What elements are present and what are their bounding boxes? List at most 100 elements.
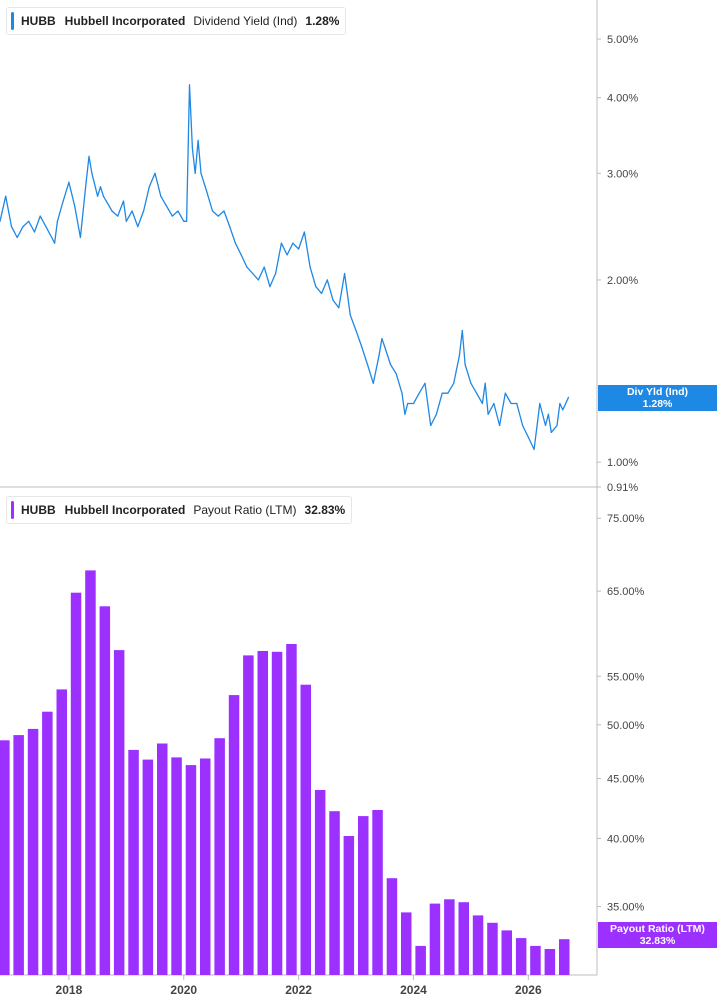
yield-data-point: [246, 266, 248, 268]
yield-data-point: [559, 402, 561, 405]
yield-data-point: [240, 254, 242, 256]
yield-data-point: [401, 392, 403, 394]
payout-bar: [429, 903, 441, 975]
yield-legend-swatch: [11, 12, 14, 30]
yield-data-point: [521, 424, 524, 427]
yield-data-point: [349, 314, 351, 316]
yield-data-point: [102, 195, 104, 197]
payout-bar: [343, 836, 355, 975]
yield-current-value-tag: Div Yld (Ind) 1.28%: [598, 385, 717, 411]
yield-data-point: [160, 195, 162, 197]
payout-axis-tick-label: 40.00%: [607, 834, 645, 846]
payout-bar: [42, 711, 53, 975]
yield-data-point: [547, 413, 550, 415]
yield-data-point: [137, 225, 139, 228]
payout-tag-value: 32.83%: [639, 935, 676, 947]
payout-legend-swatch: [11, 501, 14, 519]
yield-data-point: [424, 382, 426, 384]
yield-data-point: [10, 225, 13, 228]
yield-data-point: [97, 195, 99, 197]
yield-data-point: [131, 210, 133, 212]
yield-data-point: [303, 231, 305, 233]
yield-data-point: [223, 210, 225, 212]
x-axis: 2018 2020 2022 2024 2026: [56, 975, 542, 997]
yield-data-point: [16, 236, 18, 239]
payout-bar: [85, 570, 96, 975]
yield-data-point: [309, 266, 311, 268]
yield-data-point: [217, 215, 219, 217]
yield-data-point: [28, 220, 30, 222]
yield-data-point: [332, 299, 334, 302]
payout-bar: [257, 651, 268, 975]
yield-data-point: [550, 431, 552, 434]
payout-axis-tick-label: 75.00%: [607, 513, 645, 525]
yield-data-point: [280, 242, 282, 244]
payout-bar: [128, 749, 139, 975]
payout-axis-tick-label: 50.00%: [607, 720, 645, 732]
yield-data-point: [412, 402, 415, 405]
payout-bar: [329, 811, 340, 975]
payout-bar: [271, 651, 283, 975]
yield-data-point: [68, 181, 70, 183]
yield-data-point: [470, 382, 472, 384]
yield-data-point: [51, 236, 53, 239]
yield-tag-label: Div Yld (Ind): [626, 386, 689, 398]
yield-data-point: [62, 200, 64, 202]
payout-legend-metric: Payout Ratio (LTM): [193, 503, 297, 517]
yield-data-point: [441, 392, 443, 394]
yield-data-point: [177, 210, 179, 212]
payout-bar: [386, 878, 398, 975]
yield-data-point: [292, 242, 294, 244]
payout-bar: [228, 695, 240, 975]
payout-bar: [142, 759, 154, 975]
yield-data-point: [453, 382, 455, 384]
yield-legend[interactable]: HUBB Hubbell Incorporated Dividend Yield…: [6, 7, 347, 35]
yield-data-point: [355, 329, 357, 332]
yield-data-point: [269, 286, 271, 288]
yield-data-point: [22, 225, 24, 228]
yield-data-point: [418, 392, 420, 394]
yield-data-point: [171, 215, 173, 217]
yield-data-point: [504, 392, 506, 394]
payout-bar: [472, 915, 484, 975]
payout-bar: [401, 912, 412, 975]
yield-data-point: [430, 424, 432, 427]
yield-legend-metric: Dividend Yield (Ind): [193, 14, 298, 28]
yield-data-point: [117, 215, 119, 217]
yield-data-point: [298, 248, 300, 250]
yield-axis-tick-label: 2.00%: [607, 275, 638, 287]
yield-data-point: [99, 186, 102, 188]
yield-data-point: [533, 448, 535, 450]
payout-bar: [358, 816, 369, 975]
payout-axis-tick-label: 55.00%: [607, 671, 645, 683]
yield-data-point: [499, 424, 501, 427]
payout-bar: [300, 684, 311, 975]
payout-axis-tick-label: 45.00%: [607, 774, 645, 786]
yield-panel: 5.00% 4.00% 3.00% 2.00% 1.00% 0.91%: [0, 34, 638, 494]
yield-data-point: [211, 210, 214, 212]
yield-data-point: [234, 242, 237, 244]
yield-tag-value: 1.28%: [642, 398, 673, 410]
yield-data-point: [447, 392, 449, 394]
yield-data-point: [527, 436, 529, 438]
yield-data-point: [461, 329, 463, 332]
payout-bar: [501, 930, 512, 975]
payout-legend[interactable]: HUBB Hubbell Incorporated Payout Ratio (…: [6, 496, 353, 524]
payout-tag-label: Payout Ratio (LTM): [610, 923, 705, 935]
yield-data-point: [476, 392, 478, 394]
yield-data-point: [263, 266, 265, 268]
yield-data-point: [33, 231, 36, 233]
payout-bar: [185, 765, 197, 975]
yield-data-point: [464, 363, 466, 366]
payout-bar: [487, 922, 498, 975]
yield-legend-company: Hubbell Incorporated: [64, 14, 186, 28]
payout-bar: [99, 606, 111, 975]
payout-bar: [415, 945, 426, 975]
payout-bar: [314, 790, 326, 975]
payout-bar: [171, 757, 182, 975]
yield-data-point: [88, 155, 90, 157]
yield-data-point: [165, 205, 168, 207]
yield-data-point: [125, 220, 127, 222]
yield-data-point: [79, 236, 81, 239]
